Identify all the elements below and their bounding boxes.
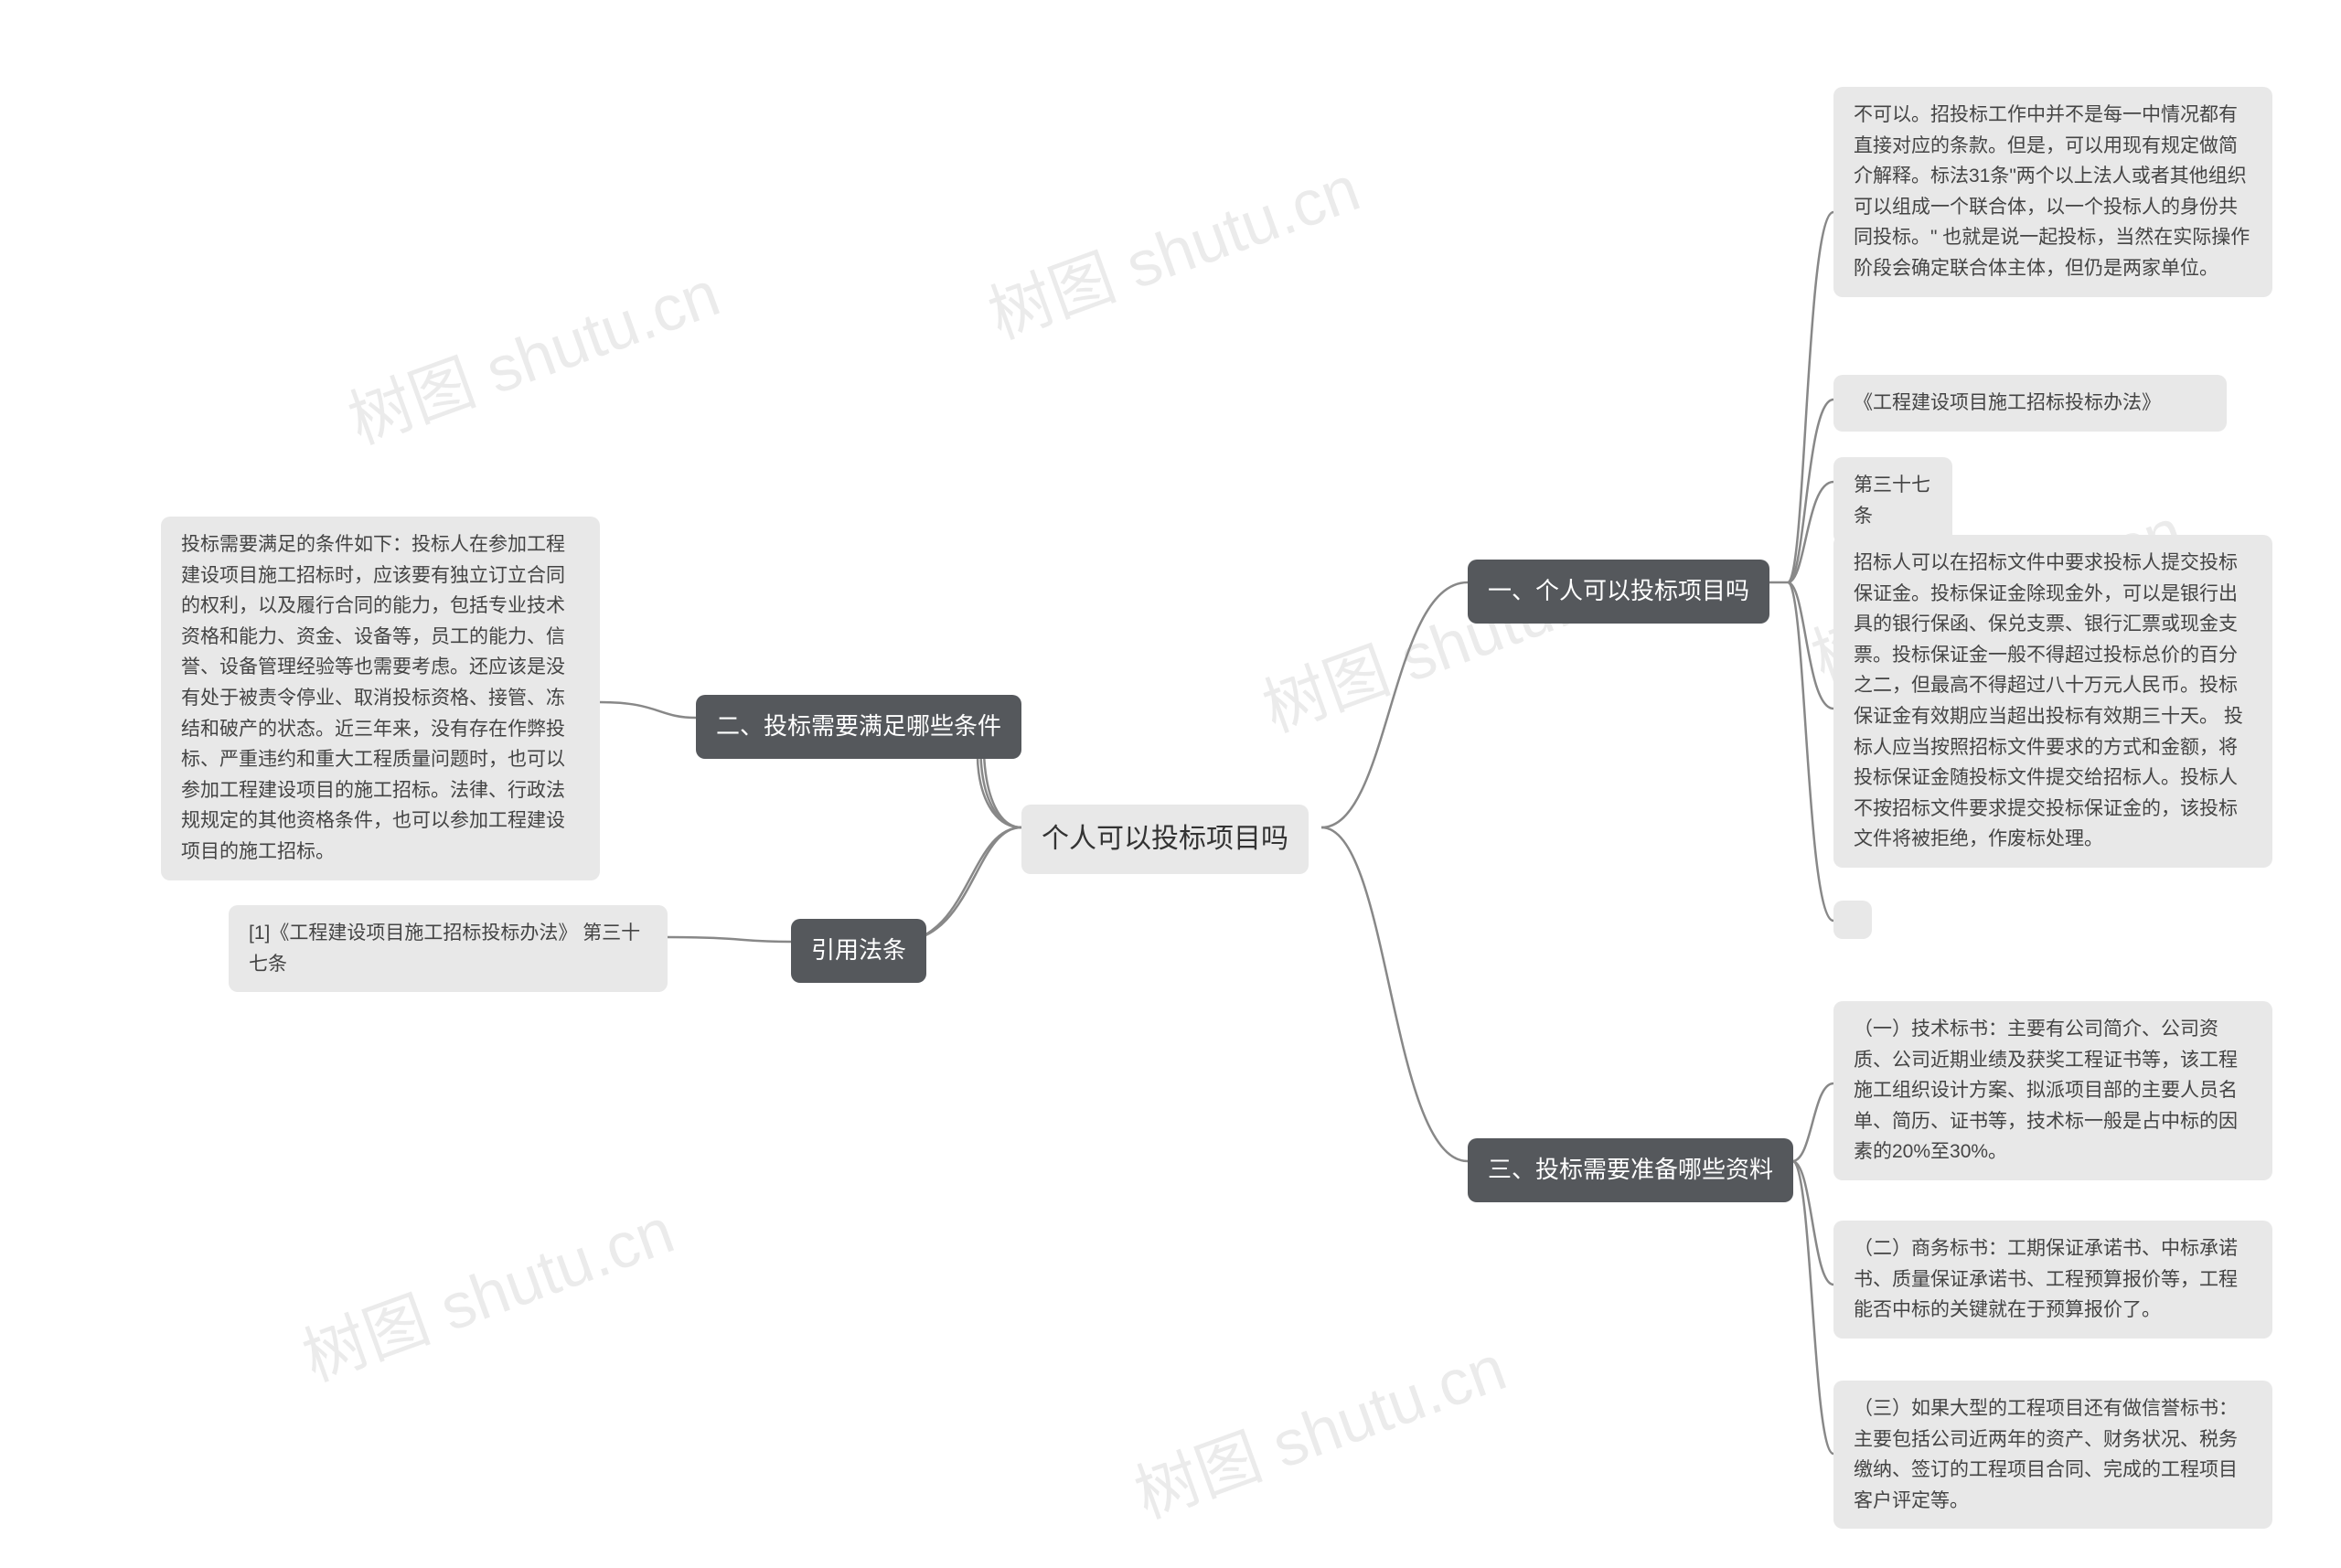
leaf-3a-text: （一）技术标书：主要有公司简介、公司资质、公司近期业绩及获奖工程证书等，该工程施… — [1854, 1019, 2238, 1162]
leaf-1a: 不可以。招投标工作中并不是每一中情况都有直接对应的条款。但是，可以用现有规定做简… — [1833, 87, 2272, 297]
leaf-1a-text: 不可以。招投标工作中并不是每一中情况都有直接对应的条款。但是，可以用现有规定做简… — [1854, 104, 2250, 279]
leaf-4a-text: [1]《工程建设项目施工招标投标办法》 第三十七条 — [249, 923, 640, 975]
branch-2-label: 二、投标需要满足哪些条件 — [716, 712, 1001, 740]
leaf-1c-text: 第三十七条 — [1854, 475, 1930, 527]
leaf-3c: （三）如果大型的工程项目还有做信誉标书：主要包括公司近两年的资产、财务状况、税务… — [1833, 1381, 2272, 1529]
branch-4-label: 引用法条 — [811, 936, 906, 964]
watermark: 树图 shutu.cn — [289, 1180, 685, 1400]
leaf-4a: [1]《工程建设项目施工招标投标办法》 第三十七条 — [229, 905, 668, 992]
leaf-3a: （一）技术标书：主要有公司简介、公司资质、公司近期业绩及获奖工程证书等，该工程施… — [1833, 1001, 2272, 1180]
branch-1-label: 一、个人可以投标项目吗 — [1488, 577, 1749, 604]
branch-4: 引用法条 — [791, 919, 926, 983]
leaf-1e — [1833, 901, 1872, 939]
leaf-3c-text: （三）如果大型的工程项目还有做信誉标书：主要包括公司近两年的资产、财务状况、税务… — [1854, 1398, 2238, 1511]
watermark: 树图 shutu.cn — [1121, 1317, 1517, 1537]
leaf-1b: 《工程建设项目施工招标投标办法》 — [1833, 375, 2227, 432]
leaf-3b: （二）商务标书：工期保证承诺书、中标承诺书、质量保证承诺书、工程预算报价等，工程… — [1833, 1221, 2272, 1339]
leaf-1d-text: 招标人可以在招标文件中要求投标人提交投标保证金。投标保证金除现金外，可以是银行出… — [1854, 552, 2243, 849]
root-label: 个人可以投标项目吗 — [1042, 824, 1288, 854]
leaf-1c: 第三十七条 — [1833, 457, 1952, 544]
branch-2: 二、投标需要满足哪些条件 — [696, 695, 1021, 759]
leaf-2a: 投标需要满足的条件如下：投标人在参加工程建设项目施工招标时，应该要有独立订立合同… — [161, 517, 600, 880]
branch-3: 三、投标需要准备哪些资料 — [1468, 1138, 1793, 1202]
root-node: 个人可以投标项目吗 — [1021, 805, 1309, 874]
branch-1: 一、个人可以投标项目吗 — [1468, 560, 1769, 624]
leaf-2a-text: 投标需要满足的条件如下：投标人在参加工程建设项目施工招标时，应该要有独立订立合同… — [181, 534, 565, 862]
watermark: 树图 shutu.cn — [975, 138, 1371, 357]
leaf-1b-text: 《工程建设项目施工招标投标办法》 — [1854, 392, 2161, 413]
watermark: 树图 shutu.cn — [335, 243, 731, 463]
leaf-3b-text: （二）商务标书：工期保证承诺书、中标承诺书、质量保证承诺书、工程预算报价等，工程… — [1854, 1238, 2238, 1320]
branch-3-label: 三、投标需要准备哪些资料 — [1488, 1156, 1773, 1183]
leaf-1d: 招标人可以在招标文件中要求投标人提交投标保证金。投标保证金除现金外，可以是银行出… — [1833, 535, 2272, 868]
